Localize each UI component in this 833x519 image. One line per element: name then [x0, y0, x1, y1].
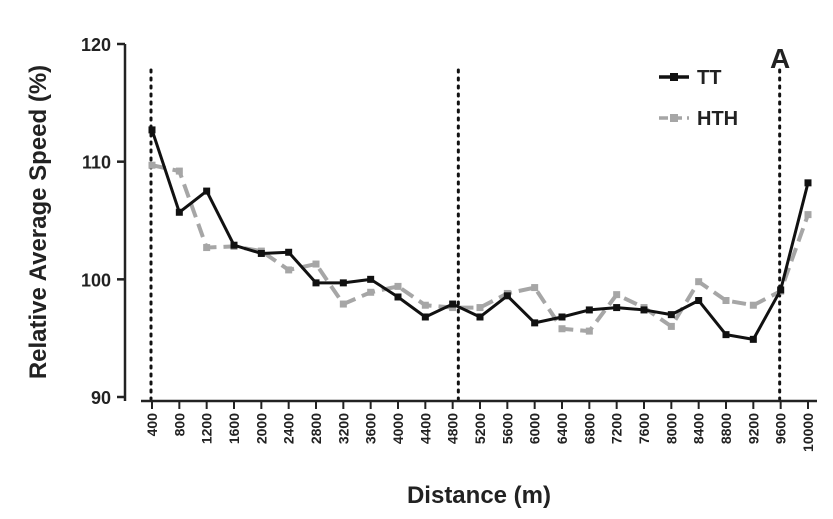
- legend-marker-hth: [670, 114, 678, 122]
- data-point-tt: [585, 306, 593, 314]
- x-tick-label: 4400: [417, 413, 433, 444]
- x-tick-label: 6000: [527, 413, 543, 444]
- x-tick-label: 10000: [800, 413, 816, 452]
- data-point-hth: [722, 297, 730, 305]
- x-tick-label: 5200: [472, 413, 488, 444]
- legend-marker-tt: [670, 73, 678, 81]
- panel-label: A: [770, 43, 790, 74]
- data-point-tt: [613, 304, 621, 312]
- y-tick-label: 120: [81, 35, 111, 55]
- data-point-hth: [203, 244, 211, 252]
- data-point-tt: [777, 286, 785, 294]
- y-tick-label: 100: [81, 270, 111, 290]
- x-tick-label: 7600: [636, 413, 652, 444]
- data-point-hth: [558, 325, 566, 333]
- data-point-tt: [503, 292, 511, 300]
- x-tick-label: 4000: [390, 413, 406, 444]
- x-tick-label: 3200: [335, 413, 351, 444]
- data-point-tt: [367, 275, 375, 283]
- x-tick-label: 5600: [499, 413, 515, 444]
- data-point-tt: [257, 249, 265, 257]
- legend: TT HTH: [659, 67, 738, 130]
- data-point-hth: [449, 304, 457, 312]
- y-tick-label: 90: [91, 388, 111, 408]
- x-tick-label: 6400: [554, 413, 570, 444]
- x-tick-label: 1200: [199, 413, 215, 444]
- x-tick-label: 2800: [308, 413, 324, 444]
- data-point-tt: [695, 297, 703, 305]
- data-point-hth: [421, 301, 429, 309]
- x-tick-label: 9200: [745, 413, 761, 444]
- data-point-tt: [394, 293, 402, 301]
- data-point-tt: [531, 319, 539, 327]
- x-tick-label: 8400: [691, 413, 707, 444]
- x-tick-label: 4800: [445, 413, 461, 444]
- data-point-hth: [613, 291, 621, 299]
- x-tick-label: 3600: [363, 413, 379, 444]
- data-point-hth: [175, 167, 183, 175]
- x-tick-label: 2000: [253, 413, 269, 444]
- legend-item-hth: HTH: [659, 108, 738, 130]
- data-point-hth: [695, 278, 703, 286]
- data-point-tt: [203, 187, 211, 195]
- data-point-tt: [421, 313, 429, 321]
- data-point-tt: [339, 279, 347, 287]
- y-tick-label: 110: [82, 153, 111, 173]
- x-tick-label: 7200: [609, 413, 625, 444]
- x-tick-label: 9600: [773, 413, 789, 444]
- data-point-tt: [749, 335, 757, 343]
- data-point-hth: [749, 301, 757, 309]
- data-point-hth: [367, 288, 375, 296]
- series-lines: [148, 126, 812, 343]
- data-point-tt: [285, 248, 293, 256]
- data-point-tt: [148, 126, 156, 134]
- x-tick-label: 6800: [581, 413, 597, 444]
- data-point-hth: [285, 266, 293, 274]
- data-point-hth: [148, 161, 156, 169]
- legend-label-tt: TT: [697, 67, 721, 89]
- data-point-hth: [476, 304, 484, 312]
- data-point-tt: [640, 306, 648, 314]
- x-axis: 400 800 1200 1600 2000 2400 2800 3200 3600 4000 44…: [141, 399, 817, 452]
- data-point-hth: [585, 327, 593, 335]
- x-tick-label: 2400: [281, 413, 297, 444]
- legend-item-tt: TT: [659, 67, 721, 89]
- data-point-tt: [722, 331, 730, 339]
- x-tick-label: 800: [171, 413, 187, 437]
- x-tick-label: 8000: [663, 413, 679, 444]
- data-point-tt: [230, 241, 238, 249]
- data-point-hth: [339, 300, 347, 308]
- data-point-hth: [312, 260, 320, 268]
- legend-label-hth: HTH: [697, 108, 738, 130]
- data-point-tt: [667, 311, 675, 319]
- y-axis-title: Relative Average Speed (%): [25, 65, 52, 379]
- x-axis-title: Distance (m): [407, 482, 551, 509]
- data-point-tt: [476, 313, 484, 321]
- x-tick-label: 400: [144, 413, 160, 437]
- vertical-markers: [149, 68, 782, 401]
- data-point-tt: [804, 179, 812, 187]
- data-point-tt: [558, 313, 566, 321]
- data-point-tt: [449, 300, 457, 308]
- data-point-hth: [667, 322, 675, 330]
- x-tick-label: 8800: [718, 413, 734, 444]
- data-point-hth: [394, 282, 402, 290]
- data-point-tt: [312, 279, 320, 287]
- data-point-hth: [804, 211, 812, 219]
- data-point-hth: [531, 284, 539, 292]
- data-point-tt: [175, 208, 183, 216]
- x-tick-label: 1600: [226, 413, 242, 444]
- y-axis: 90 100 110 120: [81, 35, 127, 408]
